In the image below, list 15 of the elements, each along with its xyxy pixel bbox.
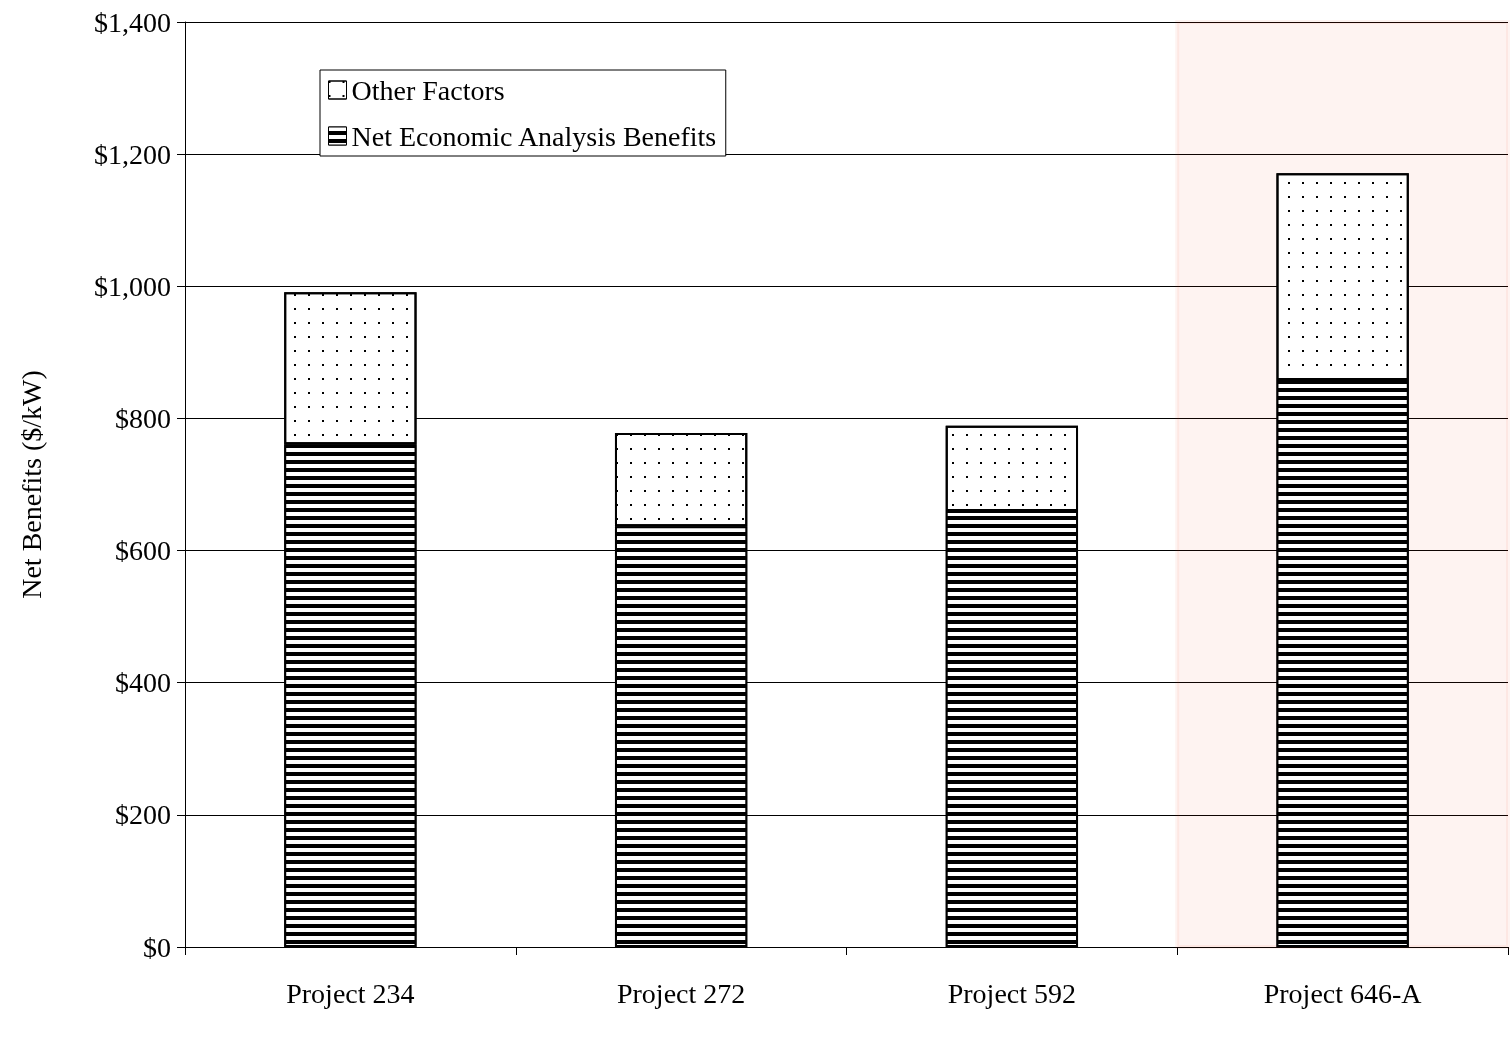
y-tick-label: $0 (143, 931, 171, 963)
y-tick-label: $800 (115, 402, 171, 434)
y-tick-label: $600 (115, 535, 171, 567)
legend-label: Other Factors (351, 74, 505, 106)
y-axis-title: Net Benefits ($/kW) (15, 370, 47, 599)
x-tick-label: Project 592 (947, 977, 1077, 1009)
x-tick-label: Project 272 (616, 977, 746, 1009)
y-tick-label: $1,400 (94, 6, 171, 38)
y-tick-label: $200 (115, 799, 171, 831)
x-tick-label: Project 646-A (1263, 977, 1423, 1009)
legend-label: Net Economic Analysis Benefits (351, 120, 717, 152)
y-tick-label: $400 (115, 667, 171, 699)
y-tick-label: $1,000 (94, 270, 171, 302)
y-tick-label: $1,200 (94, 138, 171, 170)
x-tick-label: Project 234 (286, 977, 415, 1009)
